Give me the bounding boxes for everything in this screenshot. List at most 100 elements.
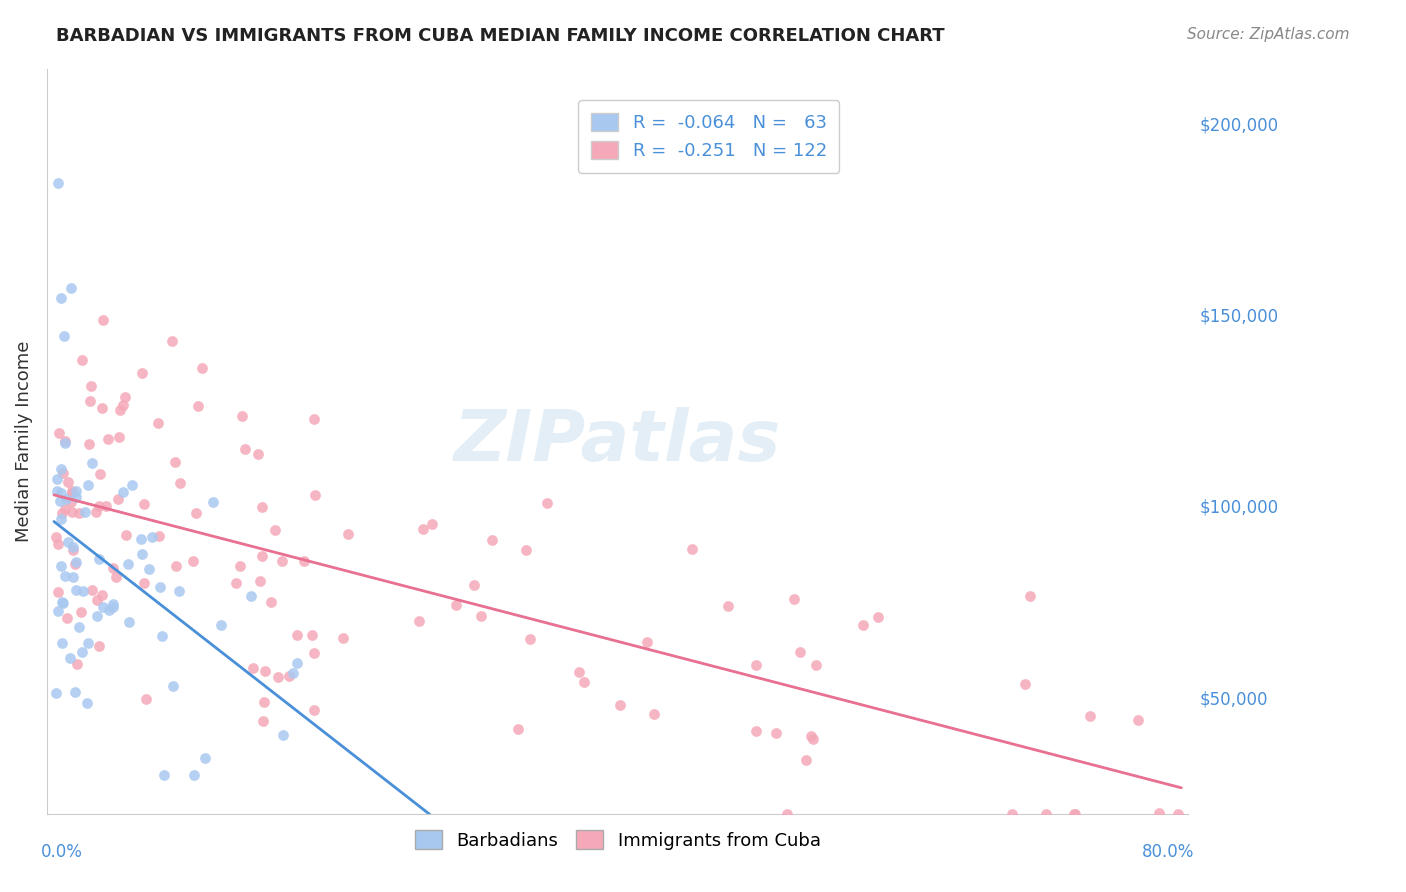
Point [301,628,323,642]
Point [82,582,104,597]
Point [141,530,163,544]
Point [60,505,83,519]
Point [98,603,121,617]
Text: $150,000: $150,000 [1199,308,1278,326]
Point [46,605,69,619]
Point [229,559,252,574]
Text: $50,000: $50,000 [1199,690,1268,708]
Text: 80.0%: 80.0% [1142,844,1194,862]
Point [59,494,82,508]
Point [51,636,73,650]
Point [52,329,75,343]
Point [253,695,276,709]
Point [336,527,359,541]
Point [46,484,69,499]
Point [201,495,224,509]
Point [252,714,274,728]
Point [794,753,817,767]
Point [273,728,295,742]
Point [149,580,172,594]
Point [281,665,304,680]
Point [131,366,153,380]
Point [239,589,262,603]
Point [568,665,591,679]
Point [271,554,294,568]
Point [55,492,77,507]
Point [162,679,184,693]
Point [117,558,139,572]
Point [107,491,129,506]
Point [63,557,86,571]
Point [681,541,703,556]
Point [150,629,173,643]
Point [508,722,530,736]
Point [62,570,84,584]
Point [46,585,69,599]
Point [1167,806,1189,821]
Point [51,506,73,520]
Point [104,569,127,583]
Point [249,574,271,588]
Point [132,497,155,511]
Point [89,467,111,481]
Point [52,466,75,480]
Point [302,412,325,426]
Point [572,675,595,690]
Point [412,521,434,535]
Point [1063,806,1085,821]
Point [278,668,301,682]
Point [868,610,890,624]
Point [765,726,787,740]
Point [53,436,76,450]
Point [292,554,315,568]
Point [165,558,187,573]
Point [103,600,125,615]
Point [49,486,72,500]
Point [643,707,665,722]
Point [304,488,326,502]
Point [184,506,207,520]
Point [167,583,190,598]
Point [65,685,87,699]
Point [1035,806,1057,821]
Point [66,657,89,672]
Y-axis label: Median Family Income: Median Family Income [15,341,32,541]
Point [115,528,138,542]
Point [209,618,232,632]
Point [58,475,80,489]
Point [267,670,290,684]
Point [45,530,67,544]
Point [609,698,631,712]
Point [53,434,76,448]
Point [87,639,110,653]
Point [264,524,287,538]
Point [65,490,87,504]
Point [148,417,170,431]
Point [86,592,108,607]
Point [51,594,73,608]
Point [60,486,83,500]
Point [285,657,308,671]
Point [1014,677,1036,691]
Point [138,562,160,576]
Point [101,561,124,575]
Point [852,618,875,632]
Point [69,605,91,619]
Point [1018,589,1040,603]
Point [444,598,467,612]
Point [776,806,799,821]
Point [65,583,87,598]
Point [49,291,72,305]
Point [1147,805,1170,820]
Point [87,499,110,513]
Text: $100,000: $100,000 [1199,499,1278,517]
Point [65,554,87,568]
Point [1000,806,1022,821]
Point [121,478,143,492]
Point [112,485,135,500]
Point [60,483,83,498]
Point [302,703,325,717]
Point [86,609,108,624]
Point [135,692,157,706]
Point [463,578,485,592]
